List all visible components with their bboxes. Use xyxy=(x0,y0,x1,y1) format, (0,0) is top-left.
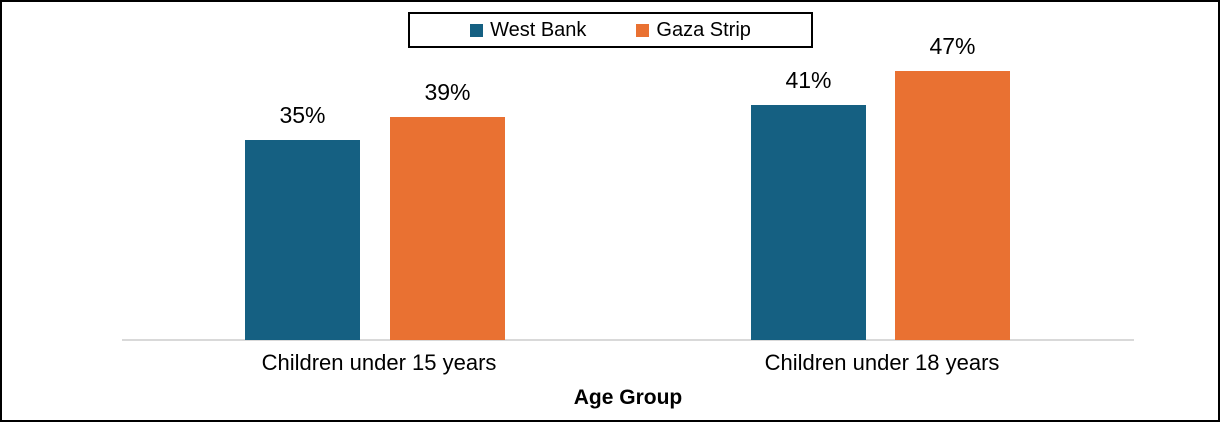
bar-gaza-strip-under-15[interactable] xyxy=(390,117,505,340)
data-label-gaza-strip-under-18: 47% xyxy=(929,33,976,59)
legend-item-gaza-strip[interactable]: Gaza Strip xyxy=(636,19,751,41)
bar-west-bank-under-18[interactable] xyxy=(751,105,866,340)
category-label-under-18: Children under 18 years xyxy=(764,350,1000,375)
data-label-gaza-strip-under-15: 39% xyxy=(424,79,471,105)
category-label-under-15: Children under 15 years xyxy=(261,350,497,375)
west-bank-swatch-icon xyxy=(470,23,484,37)
x-axis-title: Age Group xyxy=(573,386,683,409)
legend-label-gaza-strip: Gaza Strip xyxy=(656,19,751,41)
bar-gaza-strip-under-18[interactable] xyxy=(895,71,1010,340)
chart-legend: West Bank Gaza Strip xyxy=(408,12,813,48)
x-axis-line xyxy=(122,339,1134,341)
data-label-west-bank-under-18: 41% xyxy=(785,67,832,93)
legend-label-west-bank: West Bank xyxy=(490,19,587,41)
bar-west-bank-under-15[interactable] xyxy=(245,140,360,340)
data-label-west-bank-under-15: 35% xyxy=(279,102,326,128)
gaza-strip-swatch-icon xyxy=(636,23,650,37)
legend-item-west-bank[interactable]: West Bank xyxy=(470,20,586,40)
